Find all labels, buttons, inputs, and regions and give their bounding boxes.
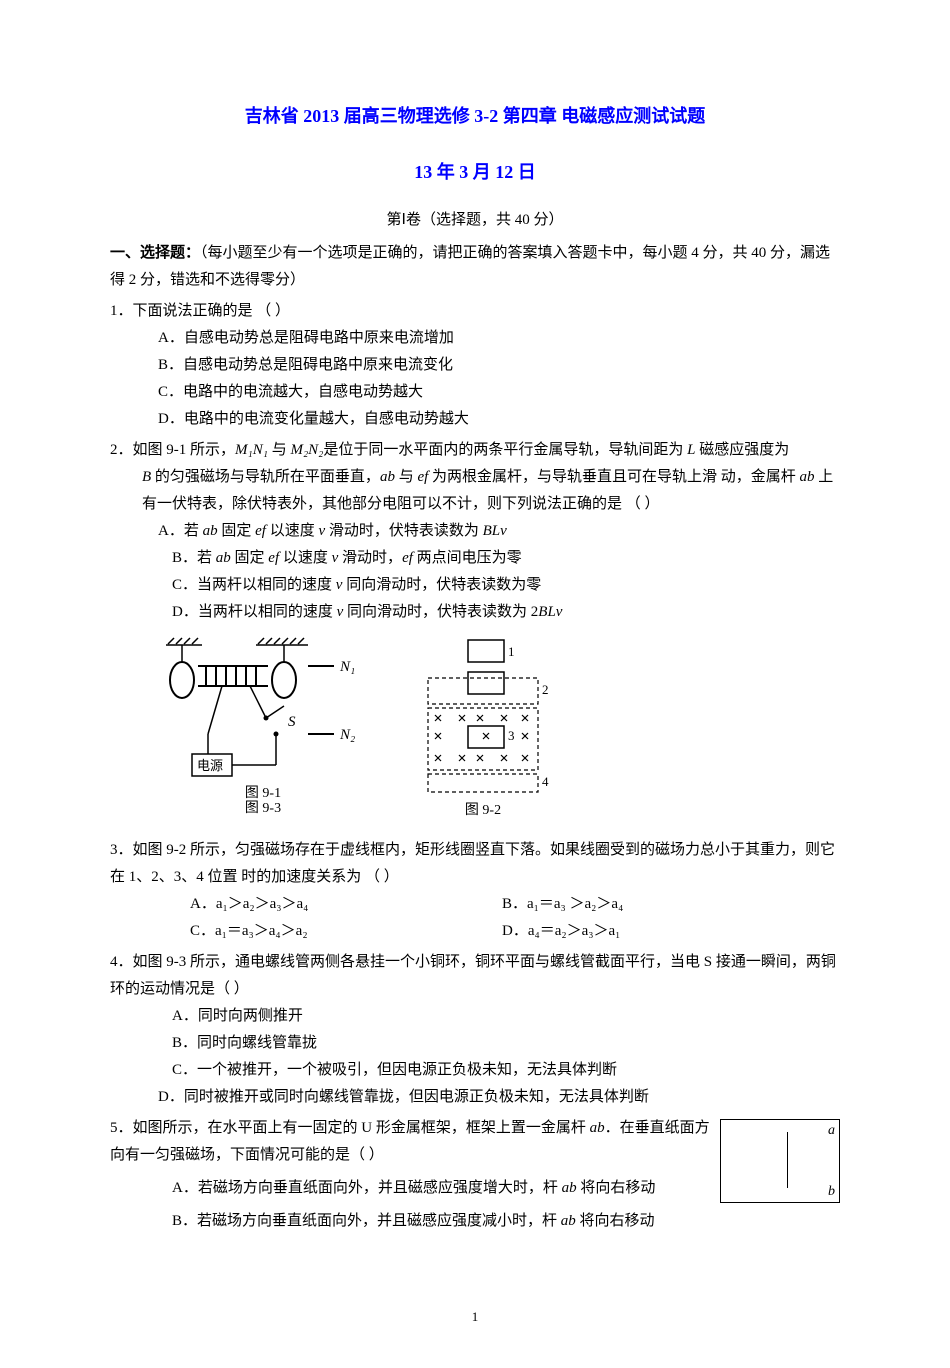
q4-option-d: D．同时被推开或同时向螺线管靠拢，但因电源正负极未知，无法具体判断 <box>110 1084 840 1111</box>
svg-text:N₁: N₁ <box>339 659 355 675</box>
q3-row-2: C．a₁＝a₃＞a₄＞a₂ D．a₄＝a₂＞a₃＞a₁ <box>110 918 840 945</box>
main-title: 吉林省 2013 届高三物理选修 3-2 第四章 电磁感应测试试题 <box>110 100 840 132</box>
date-title: 13 年 3 月 12 日 <box>110 156 840 188</box>
q3-option-c: C．a₁＝a₃＞a₄＞a₂ <box>190 918 502 945</box>
svg-text:S: S <box>288 714 296 730</box>
page-number: 1 <box>110 1305 840 1328</box>
question-1: 1．下面说法正确的是 （ ） A．自感电动势总是阻碍电路中原来电流增加 B．自感… <box>110 298 840 433</box>
q1-option-a: A．自感电动势总是阻碍电路中原来电流增加 <box>110 325 840 352</box>
question-2: 2．如图 9-1 所示，M₁N₁ 与 M₂N₂是位于同一水平面内的两条平行金属导… <box>110 437 840 626</box>
q2-option-c: C．当两杆以相同的速度 v 同向滑动时，伏特表读数为零 <box>110 572 840 599</box>
svg-text:电源: 电源 <box>197 758 223 773</box>
q1-option-b: B．自感电动势总是阻碍电路中原来电流变化 <box>110 352 840 379</box>
section-subtitle: 第Ⅰ卷（选择题，共 40 分） <box>110 207 840 234</box>
question-3: 3．如图 9-2 所示，匀强磁场存在于虚线框内，矩形线圈竖直下落。如果线圈受到的… <box>110 837 840 945</box>
q1-option-c: C．电路中的电流越大，自感电动势越大 <box>110 379 840 406</box>
q5-option-b: B．若磁场方向垂直纸面向外，并且磁感应强度减小时，杆 ab 将向右移动 <box>110 1208 840 1235</box>
q2-option-a: A．若 ab 固定 ef 以速度 v 滑动时，伏特表读数为 BLv <box>110 518 840 545</box>
svg-text:3: 3 <box>508 728 515 743</box>
figure-9-2: 1 2 <box>408 636 558 823</box>
svg-text:2: 2 <box>542 682 549 697</box>
figure-q5-bar <box>787 1132 788 1188</box>
figure-q5-label-b: b <box>828 1179 835 1204</box>
figure-9-1-svg: N₁ S N₂ 电源 <box>158 636 368 786</box>
question-5: a b 5．如图所示，在水平面上有一固定的 U 形金属框架，框架上置一金属杆 a… <box>110 1115 840 1235</box>
q4-option-c: C．一个被推开，一个被吸引，但因电源正负极未知，无法具体判断 <box>110 1057 840 1084</box>
q2-stem: 2．如图 9-1 所示，M₁N₁ 与 M₂N₂是位于同一水平面内的两条平行金属导… <box>110 437 840 464</box>
q3-option-a: A．a₁＞a₂＞a₃＞a₄ <box>190 891 502 918</box>
svg-text:4: 4 <box>542 774 549 789</box>
figure-q5-label-a: a <box>828 1118 835 1143</box>
section-head-rest: （每小题至少有一个选项是正确的，请把正确的答案填入答题卡中，每小题 4 分，共 … <box>110 245 830 288</box>
q4-option-a: A．同时向两侧推开 <box>110 1003 840 1030</box>
q2-option-d: D．当两杆以相同的速度 v 同向滑动时，伏特表读数为 2BLv <box>110 599 840 626</box>
q3-option-d: D．a₄＝a₂＞a₃＞a₁ <box>502 918 814 945</box>
q1-stem: 1．下面说法正确的是 （ ） <box>110 298 840 325</box>
figure-9-1: N₁ S N₂ 电源 图 9-1 图 9-3 <box>158 636 368 817</box>
q2-stem-cont: 磁感应强度为 B 的匀强磁场与导轨所在平面垂直，ab 与 ef 为两根金属杆，与… <box>110 464 840 518</box>
figure-q5: a b <box>720 1119 840 1203</box>
figure-9-2-svg: 1 2 <box>408 636 558 796</box>
figure-9-2-caption: 图 9-2 <box>408 798 558 823</box>
question-4: 4．如图 9-3 所示，通电螺线管两侧各悬挂一个小铜环，铜环平面与螺线管截面平行… <box>110 949 840 1111</box>
svg-text:1: 1 <box>508 644 515 659</box>
q3-row-1: A．a₁＞a₂＞a₃＞a₄ B．a₁＝a₃ ＞a₂＞a₄ <box>110 891 840 918</box>
q2-option-b: B．若 ab 固定 ef 以速度 v 滑动时，ef 两点间电压为零 <box>110 545 840 572</box>
q4-stem: 4．如图 9-3 所示，通电螺线管两侧各悬挂一个小铜环，铜环平面与螺线管截面平行… <box>110 949 840 1003</box>
svg-text:N₂: N₂ <box>339 727 355 743</box>
section-head-bold: 一、选择题： <box>110 245 200 261</box>
q3-option-b: B．a₁＝a₃ ＞a₂＞a₄ <box>502 891 814 918</box>
q3-stem: 3．如图 9-2 所示，匀强磁场存在于虚线框内，矩形线圈竖直下落。如果线圈受到的… <box>110 837 840 891</box>
section-heading: 一、选择题：（每小题至少有一个选项是正确的，请把正确的答案填入答题卡中，每小题 … <box>110 240 840 294</box>
q1-option-d: D．电路中的电流变化量越大，自感电动势越大 <box>110 406 840 433</box>
figures-row: N₁ S N₂ 电源 图 9-1 图 9-3 <box>110 636 840 823</box>
figure-9-1-caption: 图 9-1 图 9-3 <box>158 786 368 817</box>
q4-option-b: B．同时向螺线管靠拢 <box>110 1030 840 1057</box>
